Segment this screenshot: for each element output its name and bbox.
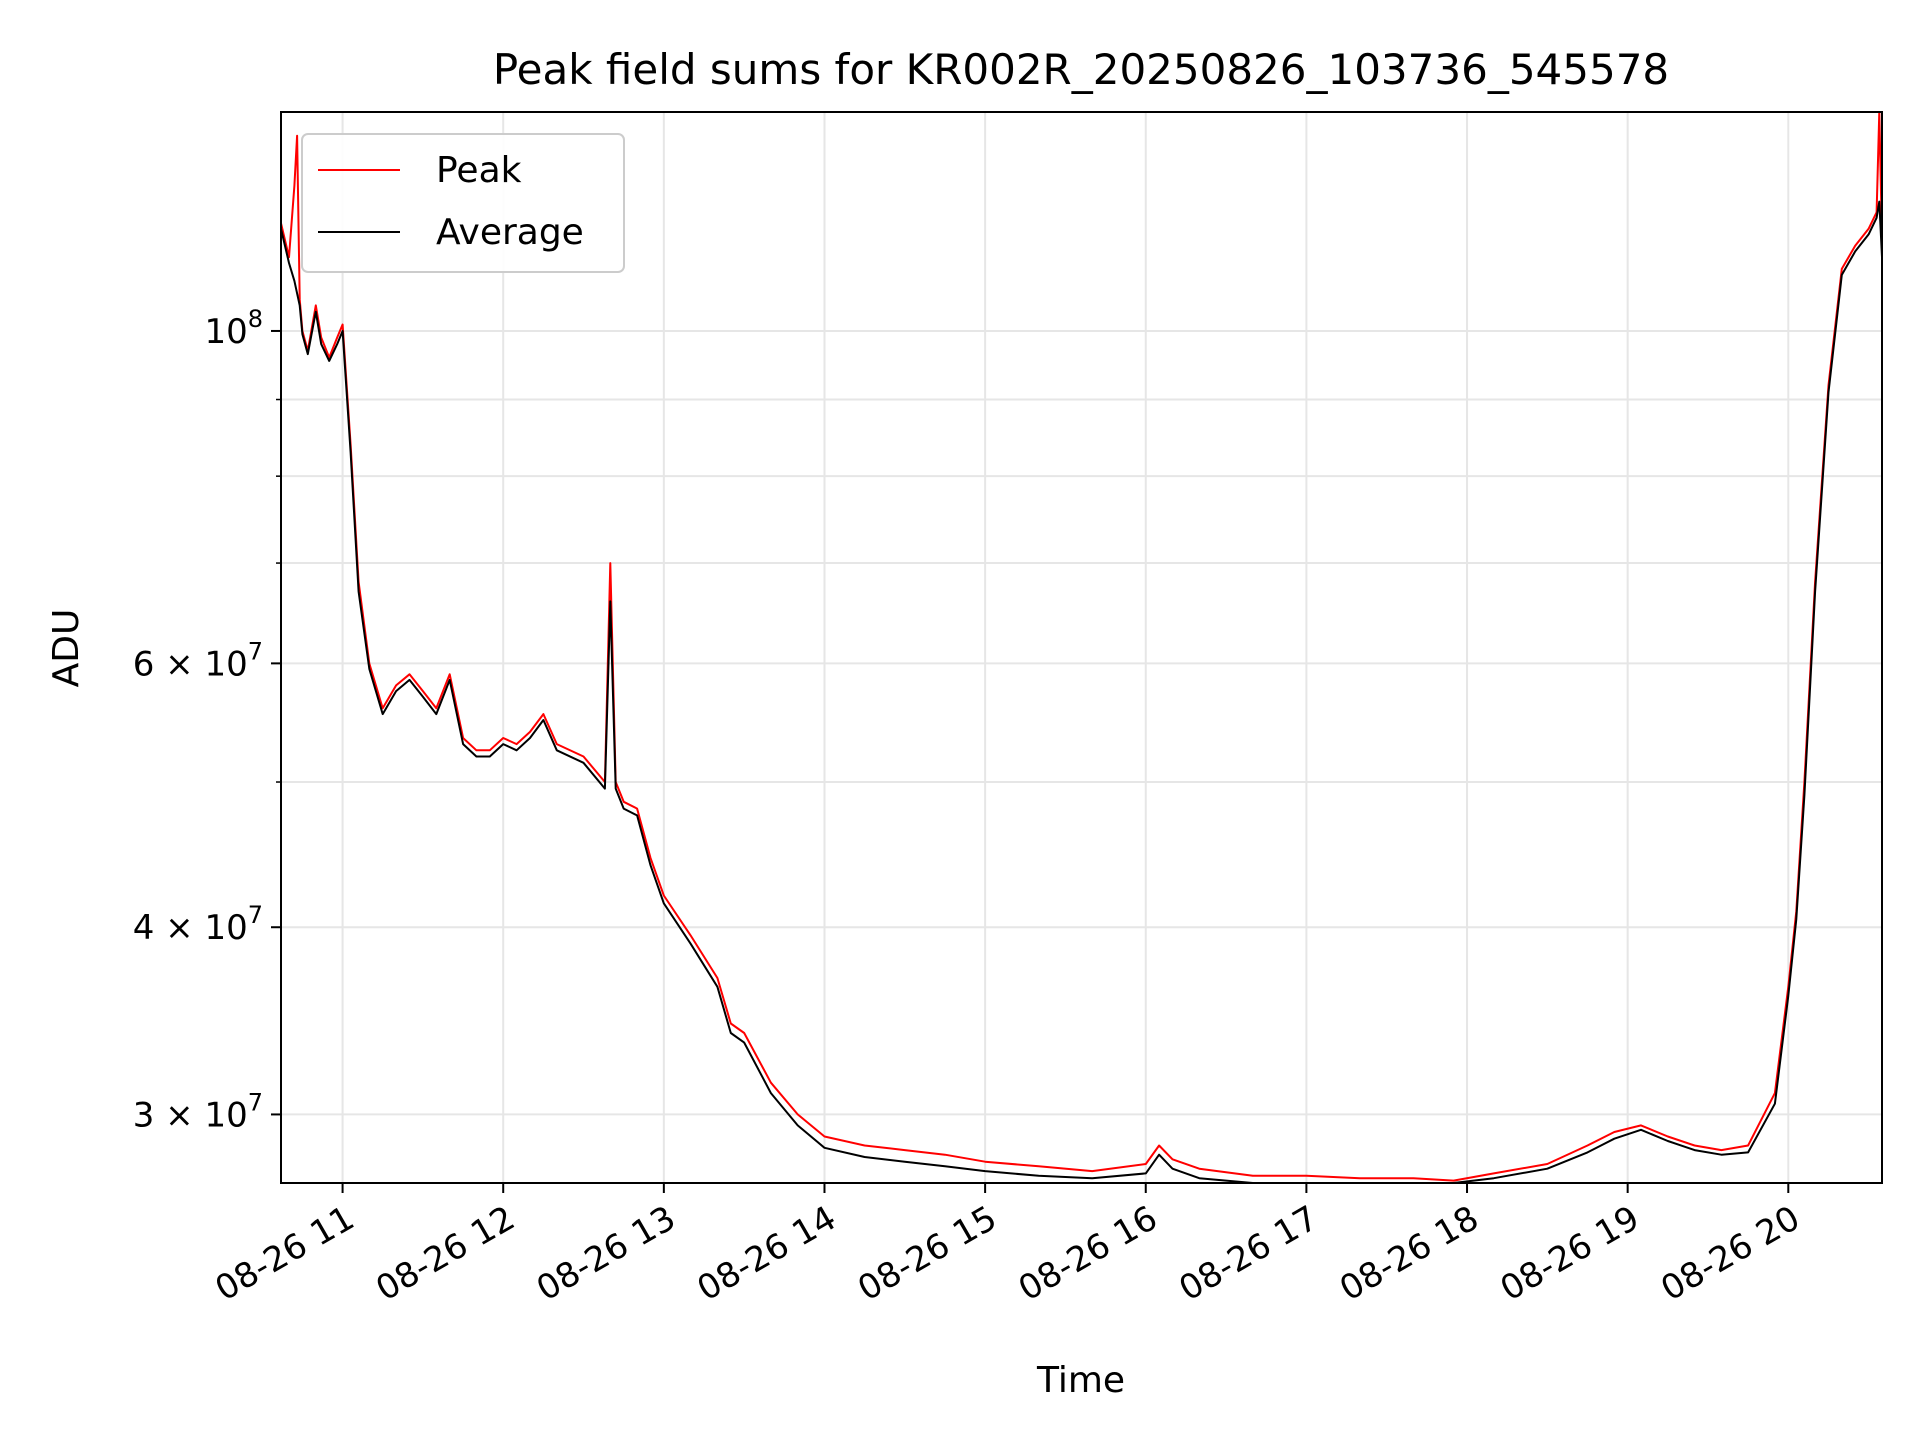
y-tick-label: 3 × 107: [133, 1088, 263, 1135]
y-tick-label-base: 6 × 10: [133, 644, 248, 684]
y-tick-label-exponent: 7: [248, 637, 263, 665]
legend-label-peak: Peak: [436, 150, 522, 191]
y-tick-label-exponent: 8: [248, 305, 263, 333]
legend-box: [301, 133, 625, 273]
series-line-average: [280, 200, 1883, 1184]
series-line-peak: [280, 111, 1883, 1182]
y-axis-label: ADU: [46, 609, 87, 688]
plot-area: [281, 112, 1882, 1183]
grid: [281, 112, 1882, 1183]
plot-frame: [280, 111, 1883, 1184]
y-tick-label: 4 × 107: [133, 901, 263, 948]
legend: Peak Average: [301, 133, 625, 273]
y-tick-label-exponent: 7: [248, 901, 263, 929]
legend-label-average: Average: [436, 212, 584, 253]
y-tick-label: 6 × 107: [133, 637, 263, 684]
y-tick-label: 108: [204, 305, 263, 352]
y-tick-label-base: 10: [204, 312, 247, 352]
series-layer: [280, 111, 1883, 1184]
y-tick-label-exponent: 7: [248, 1088, 263, 1116]
y-tick-label-base: 4 × 10: [133, 908, 248, 948]
x-axis-label: Time: [1036, 1360, 1125, 1401]
y-tick-label-base: 3 × 10: [133, 1095, 248, 1135]
chart-title: Peak field sums for KR002R_20250826_1037…: [493, 45, 1669, 94]
